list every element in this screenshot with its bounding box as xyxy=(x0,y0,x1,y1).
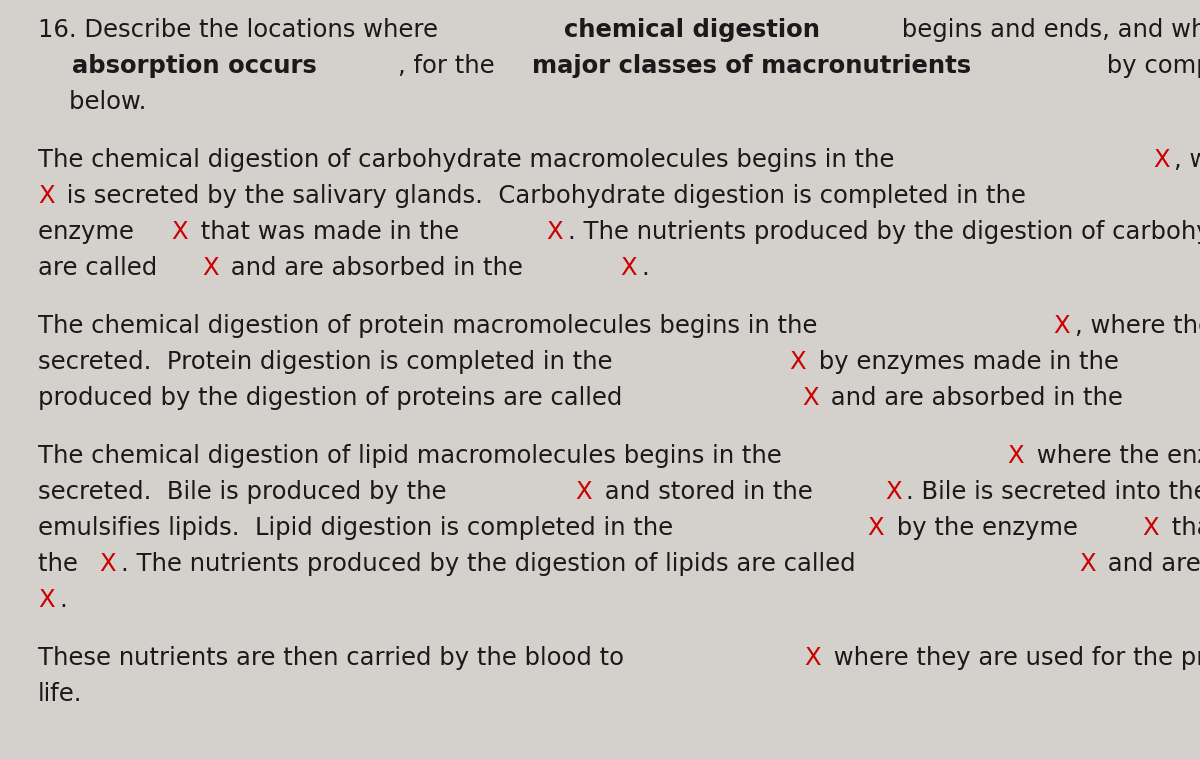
Text: X: X xyxy=(1054,314,1070,338)
Text: . Bile is secreted into the: . Bile is secreted into the xyxy=(906,480,1200,504)
Text: X: X xyxy=(790,350,806,374)
Text: . The nutrients produced by the digestion of lipids are called: . The nutrients produced by the digestio… xyxy=(121,552,863,576)
Text: and stored in the: and stored in the xyxy=(596,480,820,504)
Text: X: X xyxy=(1079,552,1096,576)
Text: X: X xyxy=(1153,148,1170,172)
Text: major classes of macronutrients: major classes of macronutrients xyxy=(533,54,972,78)
Text: that was made in the: that was made in the xyxy=(193,220,467,244)
Text: , where the enzyme: , where the enzyme xyxy=(1175,148,1200,172)
Text: X: X xyxy=(38,184,55,208)
Text: begins and ends, and where: begins and ends, and where xyxy=(894,18,1200,42)
Text: the: the xyxy=(38,552,85,576)
Text: X: X xyxy=(38,588,55,612)
Text: by completing the paragraphs: by completing the paragraphs xyxy=(1099,54,1200,78)
Text: and are absorbed in the: and are absorbed in the xyxy=(1100,552,1200,576)
Text: X: X xyxy=(100,552,116,576)
Text: where the enzyme: where the enzyme xyxy=(1030,444,1200,468)
Text: X: X xyxy=(172,220,188,244)
Text: X: X xyxy=(884,480,901,504)
Text: enzyme: enzyme xyxy=(38,220,142,244)
Text: The chemical digestion of lipid macromolecules begins in the: The chemical digestion of lipid macromol… xyxy=(38,444,790,468)
Text: X: X xyxy=(620,256,637,280)
Text: X: X xyxy=(202,256,218,280)
Text: are called: are called xyxy=(38,256,166,280)
Text: absorption occurs: absorption occurs xyxy=(38,54,317,78)
Text: X: X xyxy=(546,220,563,244)
Text: life.: life. xyxy=(38,682,83,706)
Text: produced by the digestion of proteins are called: produced by the digestion of proteins ar… xyxy=(38,386,630,410)
Text: 16. Describe the locations where: 16. Describe the locations where xyxy=(38,18,445,42)
Text: These nutrients are then carried by the blood to: These nutrients are then carried by the … xyxy=(38,646,631,670)
Text: and are absorbed in the: and are absorbed in the xyxy=(223,256,530,280)
Text: is secreted by the salivary glands.  Carbohydrate digestion is completed in the: is secreted by the salivary glands. Carb… xyxy=(60,184,1034,208)
Text: by the enzyme: by the enzyme xyxy=(889,516,1086,540)
Text: . The nutrients produced by the digestion of carbohydrates: . The nutrients produced by the digestio… xyxy=(568,220,1200,244)
Text: secreted.  Bile is produced by the: secreted. Bile is produced by the xyxy=(38,480,455,504)
Text: .: . xyxy=(60,588,67,612)
Text: below.: below. xyxy=(38,90,146,114)
Text: , for the: , for the xyxy=(397,54,502,78)
Text: X: X xyxy=(804,646,821,670)
Text: .: . xyxy=(642,256,649,280)
Text: X: X xyxy=(1142,516,1159,540)
Text: The chemical digestion of protein macromolecules begins in the: The chemical digestion of protein macrom… xyxy=(38,314,826,338)
Text: by enzymes made in the: by enzymes made in the xyxy=(811,350,1127,374)
Text: chemical digestion: chemical digestion xyxy=(564,18,820,42)
Text: X: X xyxy=(1008,444,1025,468)
Text: that was made in: that was made in xyxy=(1164,516,1200,540)
Text: secreted.  Protein digestion is completed in the: secreted. Protein digestion is completed… xyxy=(38,350,620,374)
Text: , where the enzyme: , where the enzyme xyxy=(1075,314,1200,338)
Text: emulsifies lipids.  Lipid digestion is completed in the: emulsifies lipids. Lipid digestion is co… xyxy=(38,516,680,540)
Text: The chemical digestion of carbohydrate macromolecules begins in the: The chemical digestion of carbohydrate m… xyxy=(38,148,902,172)
Text: X: X xyxy=(868,516,884,540)
Text: X: X xyxy=(575,480,592,504)
Text: X: X xyxy=(802,386,818,410)
Text: where they are used for the processes of: where they are used for the processes of xyxy=(826,646,1200,670)
Text: and are absorbed in the: and are absorbed in the xyxy=(823,386,1132,410)
